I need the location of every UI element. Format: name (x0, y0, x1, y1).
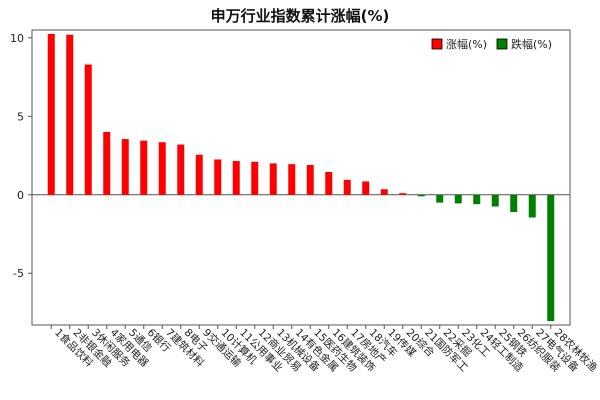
chart-title: 申万行业指数累计涨幅(%) (211, 7, 390, 25)
bar (306, 164, 314, 195)
bar (473, 194, 481, 205)
y-tick-label: 0 (17, 189, 24, 202)
bar (343, 179, 351, 195)
bar (121, 139, 129, 195)
bar (510, 194, 518, 213)
y-tick-label: -5 (13, 267, 24, 280)
legend: 涨幅(%) 跌幅(%) (431, 37, 552, 51)
bar (214, 159, 222, 195)
bar (325, 172, 333, 195)
bar (177, 144, 185, 195)
bar (528, 194, 536, 218)
plot-area: 1050-51食品饮料2非银金融3休闲服务4家用电器5通信6银行7建筑材料8电子… (10, 29, 600, 375)
bar (380, 189, 388, 195)
y-tick-label: 5 (17, 110, 24, 123)
bar (491, 194, 499, 207)
y-tick-label: 10 (10, 32, 24, 45)
bar (84, 64, 92, 195)
bar (251, 161, 259, 195)
bar (140, 140, 148, 195)
bar (269, 163, 277, 195)
bar (232, 161, 240, 195)
bar (66, 34, 74, 195)
bar (436, 194, 444, 203)
bar (454, 194, 462, 204)
bar (288, 164, 296, 195)
bar (399, 193, 407, 195)
legend-label-rise: 涨幅(%) (446, 38, 487, 51)
bar (158, 142, 166, 195)
bar (195, 154, 203, 195)
bar (47, 33, 55, 195)
bar (547, 194, 555, 322)
plot-frame (31, 29, 571, 326)
bar (362, 181, 370, 195)
bar (103, 131, 111, 195)
legend-label-fall: 跌幅(%) (511, 37, 552, 51)
bar (417, 194, 425, 197)
legend-swatch-rise (431, 38, 443, 50)
legend-swatch-fall (496, 38, 508, 50)
